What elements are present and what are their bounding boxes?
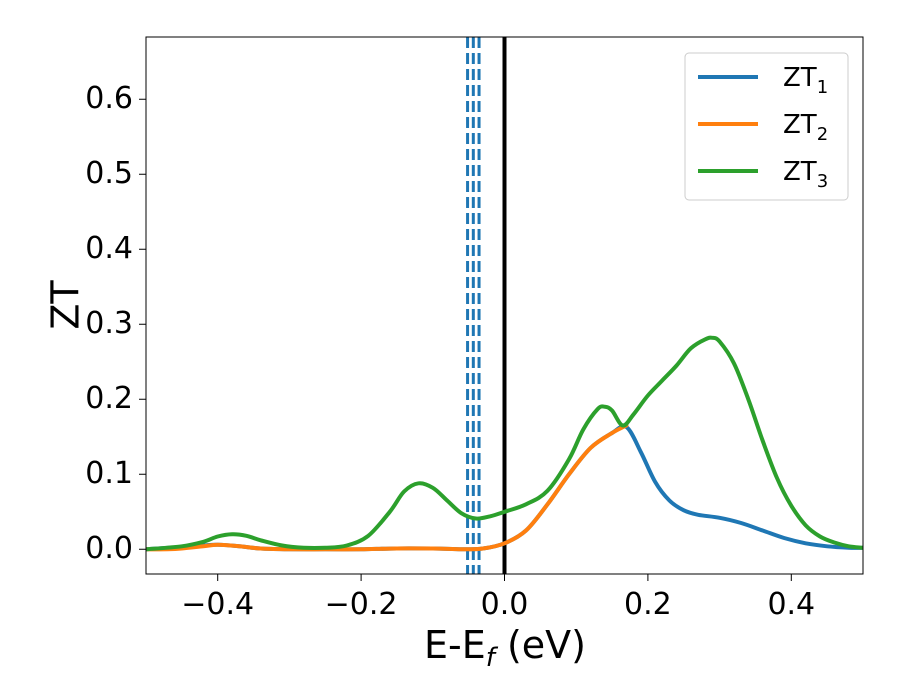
y-tick-label: 0.6 (85, 81, 133, 116)
y-axis: 0.0 0.1 0.2 0.3 0.4 0.5 0.6 (85, 81, 146, 566)
y-axis-title: ZT (44, 280, 88, 330)
legend-box (684, 52, 849, 201)
legend-label-zt2: ZT2 (783, 110, 828, 145)
series-line-zt3 (146, 335, 863, 552)
y-tick-label: 0.4 (85, 231, 133, 266)
plot-area (146, 37, 863, 574)
x-tick-label: 0.2 (624, 587, 672, 622)
x-tick-label: −0.4 (181, 587, 254, 622)
x-axis-title-unit: (eV) (495, 623, 586, 667)
x-tick-label: −0.2 (325, 587, 398, 622)
x-tick-label: 0.4 (767, 587, 815, 622)
plot-content (146, 37, 863, 574)
y-tick-label: 0.3 (85, 306, 133, 341)
y-tick-label: 0.0 (85, 531, 133, 566)
series-line-zt2 (146, 423, 629, 552)
legend-label-zt3: ZT3 (783, 157, 828, 192)
x-axis-title-main: E-E (424, 623, 486, 667)
legend-label-zt1: ZT1 (783, 63, 828, 98)
y-tick-label: 0.5 (85, 156, 133, 191)
y-tick-label: 0.1 (85, 456, 133, 491)
y-tick-label: 0.2 (85, 381, 133, 416)
x-axis-title: E-Ef (eV) (424, 623, 586, 673)
x-tick-label: 0.0 (481, 587, 529, 622)
legend: ZT1 ZT2 ZT3 (684, 52, 849, 201)
x-axis: −0.4 −0.2 0.0 0.2 0.4 (181, 574, 815, 622)
